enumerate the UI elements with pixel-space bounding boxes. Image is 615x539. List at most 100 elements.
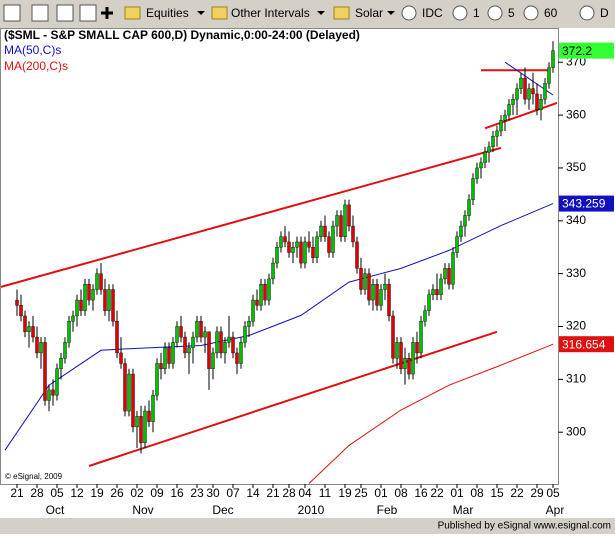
candle-body bbox=[407, 358, 411, 375]
x-tick-label: 21 bbox=[10, 486, 24, 500]
interval-button[interactable] bbox=[487, 5, 503, 21]
candle-body bbox=[167, 347, 171, 364]
x-tick-label: 02 bbox=[130, 486, 144, 500]
x-tick-label: 15 bbox=[490, 486, 504, 500]
candle-body bbox=[323, 225, 327, 237]
x-tick-label: 19 bbox=[90, 486, 104, 500]
dropdown[interactable]: Other Intervals bbox=[231, 6, 310, 20]
candle-body bbox=[75, 299, 79, 317]
candle-body bbox=[267, 278, 271, 301]
price-tag: 316.654 bbox=[562, 337, 606, 351]
interval-label[interactable]: 60 bbox=[544, 6, 558, 20]
folder-icon bbox=[124, 6, 141, 20]
toolbar: Equities Other Intervals Solar IDC 1 5 6… bbox=[3, 4, 609, 22]
candle-body bbox=[111, 289, 115, 322]
candle-body bbox=[387, 284, 391, 317]
candle-body bbox=[399, 342, 403, 369]
x-tick-label: 23 bbox=[190, 486, 204, 500]
candle-body bbox=[443, 268, 447, 280]
folder-icon bbox=[333, 6, 350, 20]
candle-body bbox=[255, 299, 259, 306]
dropdown-arrow[interactable] bbox=[387, 11, 395, 15]
candle-body bbox=[295, 241, 299, 248]
y-tick-label: 300 bbox=[566, 424, 586, 438]
candle-body bbox=[223, 342, 227, 354]
candle-body bbox=[107, 289, 111, 311]
chart-bg bbox=[0, 28, 615, 518]
candle-body bbox=[15, 299, 19, 306]
price-tag-bg bbox=[559, 195, 614, 212]
x-tick-label: 11 bbox=[319, 486, 332, 500]
candle-body bbox=[451, 252, 455, 285]
interval-label[interactable]: 5 bbox=[508, 6, 515, 20]
y-tick-label: 320 bbox=[566, 319, 586, 333]
candle-body bbox=[63, 342, 67, 359]
x-tick-label: 28 bbox=[282, 486, 296, 500]
x-tick-label: 26 bbox=[110, 486, 124, 500]
candle-body bbox=[87, 284, 91, 301]
tool-button[interactable] bbox=[56, 4, 74, 22]
candle-body bbox=[447, 268, 451, 285]
candle-body bbox=[231, 336, 235, 354]
candle-body bbox=[527, 88, 531, 100]
y-tick-label: 340 bbox=[566, 213, 586, 227]
candle-body bbox=[119, 352, 123, 364]
candle-body bbox=[415, 342, 419, 354]
candle-body bbox=[327, 236, 331, 253]
x-tick-label: 30 bbox=[206, 486, 220, 500]
candle-body bbox=[175, 326, 179, 343]
dropdown-arrow[interactable] bbox=[197, 11, 205, 15]
candle-body bbox=[279, 236, 283, 248]
candle-body bbox=[263, 284, 267, 301]
dropdown-arrow[interactable] bbox=[317, 11, 325, 15]
interval-button[interactable] bbox=[523, 5, 539, 21]
tool-button[interactable] bbox=[31, 4, 49, 22]
candle-body bbox=[151, 395, 155, 422]
candle-body bbox=[475, 167, 479, 179]
legend-entry: MA(50,C)s bbox=[4, 43, 61, 57]
candle-body bbox=[283, 236, 287, 243]
dropdown[interactable]: Solar bbox=[355, 6, 383, 20]
candle-body bbox=[55, 368, 59, 396]
dropdown[interactable]: Equities bbox=[146, 6, 189, 20]
x-tick-label: 16 bbox=[414, 486, 428, 500]
candle-body bbox=[39, 342, 43, 354]
candle-body bbox=[79, 299, 83, 311]
candle-body bbox=[503, 114, 507, 121]
candle-body bbox=[83, 284, 87, 311]
interval-label[interactable]: D bbox=[600, 6, 609, 20]
candle-body bbox=[431, 289, 435, 295]
interval-button[interactable] bbox=[452, 5, 468, 21]
candle-body bbox=[71, 315, 75, 322]
tool-button[interactable] bbox=[79, 4, 97, 22]
interval-button[interactable] bbox=[579, 5, 595, 21]
candle-body bbox=[371, 284, 375, 301]
month-label: Nov bbox=[132, 503, 153, 517]
interval-label[interactable]: IDC bbox=[422, 6, 443, 20]
candle-body bbox=[143, 410, 147, 443]
footer-bar bbox=[0, 518, 615, 534]
candle-body bbox=[95, 273, 99, 290]
candle-body bbox=[259, 284, 263, 306]
x-tick-label: 08 bbox=[470, 486, 484, 500]
candle-body bbox=[207, 331, 211, 369]
interval-button[interactable] bbox=[401, 5, 417, 21]
month-label: 2010 bbox=[298, 503, 325, 517]
candle-body bbox=[355, 241, 359, 269]
candle-body bbox=[303, 241, 307, 264]
interval-label[interactable]: 1 bbox=[473, 6, 480, 20]
candle-body bbox=[243, 326, 247, 343]
candle-body bbox=[495, 130, 499, 137]
candle-body bbox=[287, 241, 291, 253]
tool-button[interactable] bbox=[3, 4, 21, 22]
candle-body bbox=[183, 336, 187, 354]
chart-title: ($SML - S&P SMALL CAP 600,D) Dynamic,0:0… bbox=[4, 28, 360, 42]
candle-body bbox=[51, 389, 55, 396]
candle-body bbox=[299, 241, 303, 264]
candle-body bbox=[59, 358, 63, 369]
add-button[interactable] bbox=[101, 7, 113, 19]
folder-icon bbox=[211, 6, 228, 20]
candle-body bbox=[47, 389, 51, 401]
candle-body bbox=[115, 321, 119, 354]
candle-body bbox=[363, 273, 367, 290]
